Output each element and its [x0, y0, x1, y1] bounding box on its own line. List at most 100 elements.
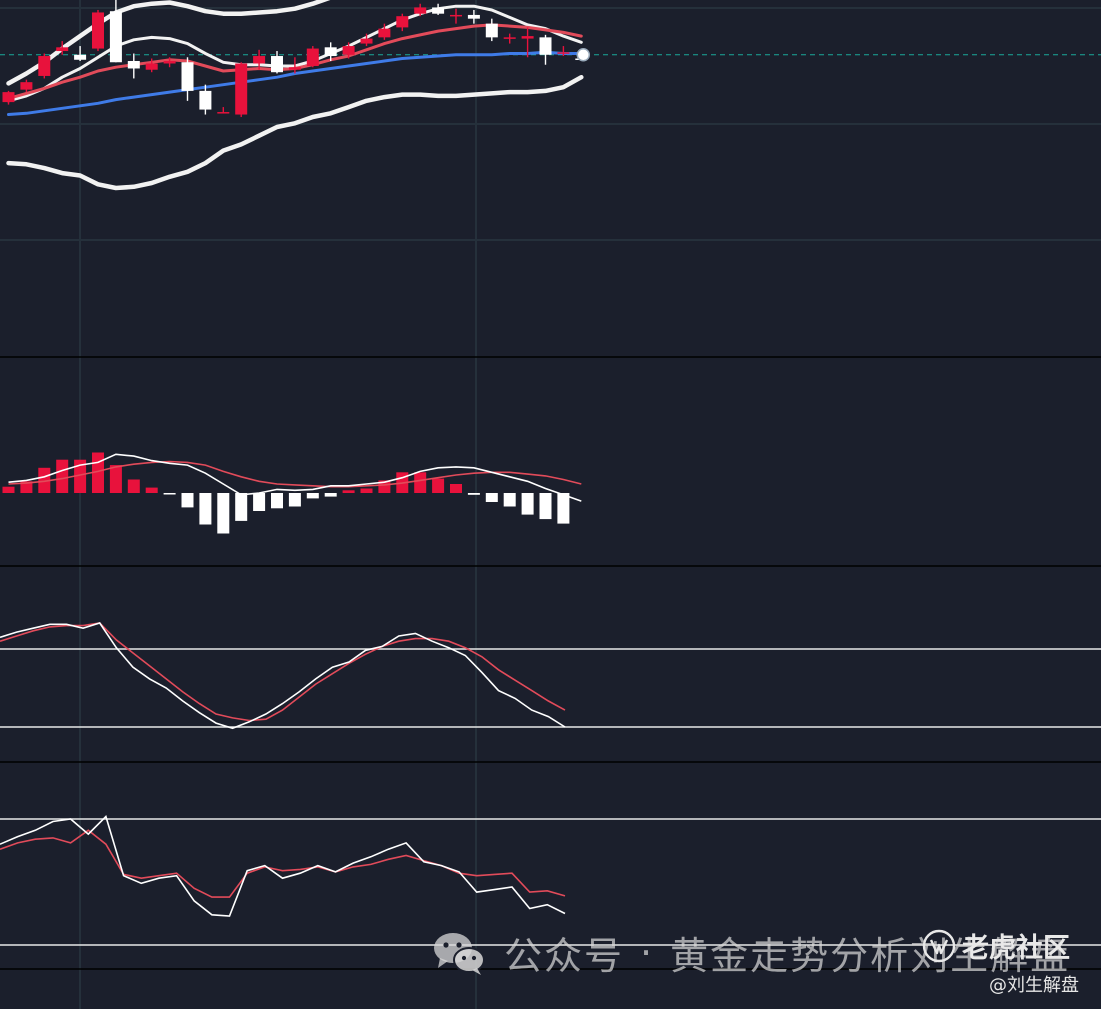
macd-histogram-bar [145, 487, 158, 493]
candle [539, 34, 552, 65]
macd-histogram-bar [2, 486, 15, 493]
candle-body [485, 23, 498, 38]
macd-histogram-bar [557, 493, 570, 524]
candle [521, 27, 534, 58]
candle [324, 42, 337, 62]
macd-histogram-bar [235, 493, 248, 521]
candle-body [92, 12, 104, 49]
candle-body [557, 52, 570, 54]
tiger-community-icon [922, 929, 956, 962]
candle [467, 9, 480, 24]
candle-body [127, 61, 140, 69]
candle-body [271, 56, 283, 73]
candle-body [360, 38, 373, 44]
candle [396, 13, 409, 32]
macd-histogram-bar [199, 493, 212, 525]
macd-histogram-bar [432, 478, 445, 493]
author-handle: @刘生解盘 [989, 975, 1079, 996]
candle-body [56, 47, 69, 52]
candle [485, 18, 498, 42]
watermark-separator: · [640, 930, 655, 975]
candle [253, 49, 266, 70]
candle [414, 3, 427, 17]
macd-histogram-bar [414, 472, 427, 493]
candle [235, 62, 248, 118]
candle-body [306, 48, 319, 66]
candle [503, 33, 516, 44]
tiger-community-logo: 老虎社区 [922, 926, 1070, 965]
candle [2, 90, 15, 105]
candle-body [163, 61, 176, 64]
macd-histogram-bar [271, 493, 283, 509]
macd-histogram-bar [20, 481, 33, 493]
macd-histogram-bar [503, 493, 516, 507]
macd-histogram-bar [288, 493, 301, 507]
macd-histogram-bar [521, 493, 534, 515]
candle-body [288, 67, 301, 70]
second-oscillator-panel[interactable] [0, 814, 1101, 946]
candle [163, 57, 176, 68]
second-oscillator-fast-line [0, 814, 566, 917]
macd-indicator-panel[interactable] [2, 452, 582, 534]
watermark-prefix: 公众号 [504, 934, 625, 978]
candle [127, 53, 140, 79]
macd-histogram-bar [306, 493, 319, 499]
macd-dif-line [8, 453, 582, 502]
last-price-marker [576, 48, 591, 62]
candle [557, 46, 570, 57]
macd-histogram-bar [485, 493, 498, 502]
candle-body [181, 62, 194, 91]
macd-histogram-bar [181, 493, 194, 508]
candle [288, 57, 301, 74]
candle [38, 53, 51, 79]
second-oscillator-slow-line [0, 829, 566, 898]
oscillator-indicator-panel[interactable] [0, 622, 1101, 730]
candle [145, 58, 158, 73]
watermark: 公众号 · 黄金走势分析刘生解盘 [432, 925, 1070, 980]
candle [92, 9, 104, 52]
candle-body [74, 54, 87, 60]
oscillator-fast-line [0, 622, 566, 730]
candle-body [20, 82, 33, 90]
candle-body [342, 46, 355, 55]
macd-histogram-bar [342, 490, 355, 493]
brand-name: 老虎社区 [962, 933, 1070, 964]
candle-body [467, 14, 480, 19]
candle [450, 8, 462, 24]
candle-body [503, 37, 516, 39]
candle [342, 42, 355, 59]
macd-histogram-bar [253, 493, 266, 511]
main-price-panel[interactable] [0, 0, 1101, 191]
macd-histogram-bar [324, 493, 337, 497]
candle-body [450, 14, 462, 17]
macd-histogram-bar [38, 467, 51, 493]
candle-body [235, 63, 248, 115]
candle [217, 107, 230, 114]
macd-histogram-bar [360, 488, 373, 493]
candle [109, 0, 122, 63]
candle [360, 33, 373, 47]
candle-body [539, 37, 552, 55]
macd-histogram-bar [539, 493, 552, 520]
macd-histogram-bar [163, 493, 176, 495]
macd-histogram-bar [56, 459, 69, 493]
wechat-icon [434, 932, 485, 975]
candle-body [378, 28, 391, 38]
oscillator-slow-line [0, 622, 566, 722]
candle [271, 51, 283, 74]
macd-histogram-bar [74, 459, 87, 493]
candle-body [2, 92, 15, 103]
bollinger-lower-band [6, 74, 584, 191]
panel-dividers [0, 356, 1101, 970]
candle [181, 57, 194, 101]
candle-body [199, 90, 212, 110]
macd-dea-line [8, 460, 582, 488]
macd-histogram-bar [127, 479, 140, 493]
moving-average-blue [7, 50, 583, 116]
candle [56, 41, 69, 55]
candle-body [414, 7, 427, 14]
candle-body [324, 47, 337, 57]
candle [199, 84, 212, 115]
